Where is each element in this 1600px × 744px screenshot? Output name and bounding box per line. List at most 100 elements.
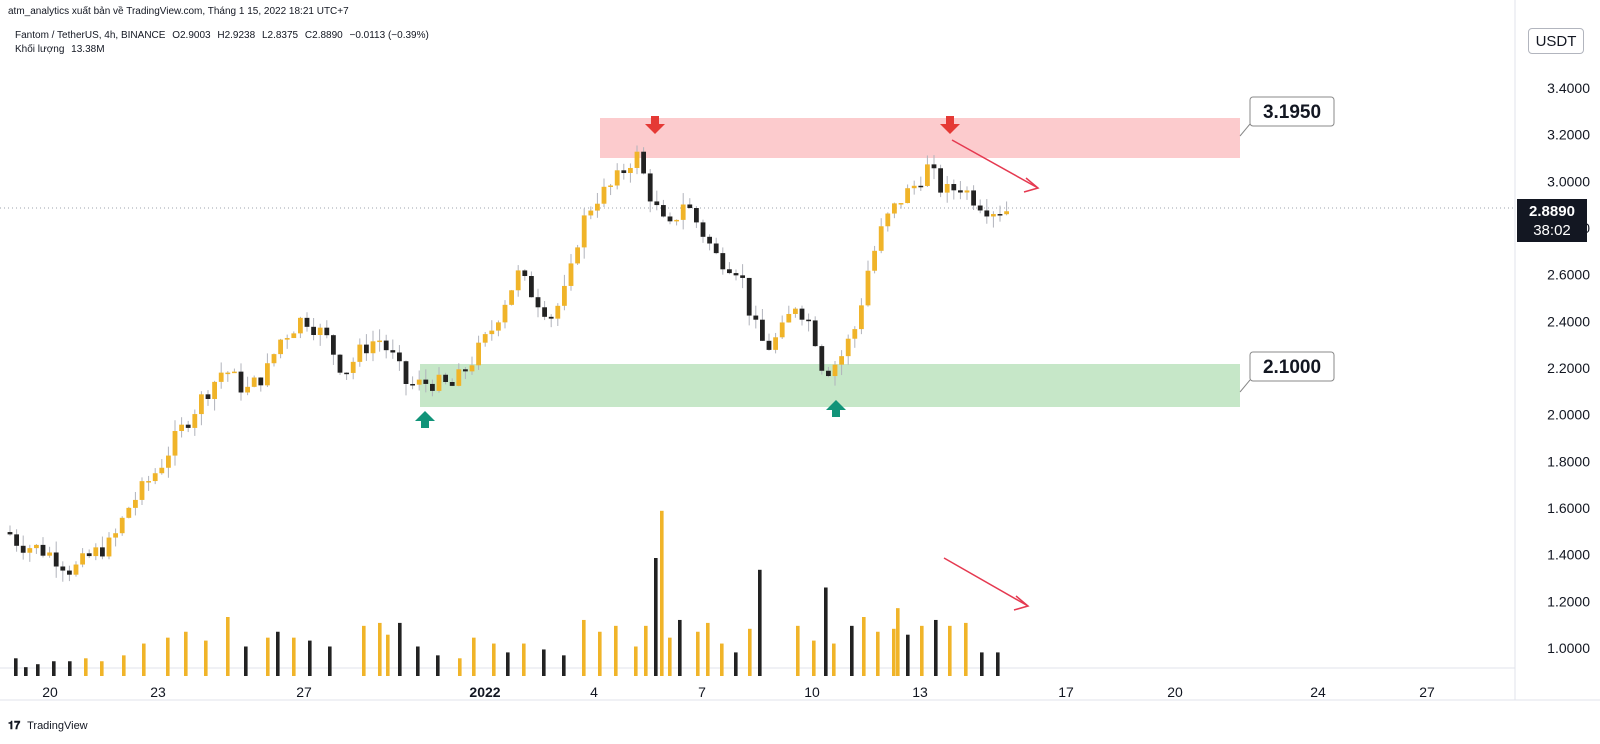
down-marker-2[interactable] [940,116,960,134]
volume-bar [920,625,924,676]
currency-button[interactable]: USDT [1528,28,1584,54]
candle-body [812,320,818,347]
resistance-zone[interactable] [600,118,1240,158]
volume-bar [386,634,390,676]
price-tick-label: 3.2000 [1547,127,1590,143]
candle-body [93,547,99,557]
candles-group [7,145,1009,582]
volume-bar [748,628,752,676]
candle-body [548,316,554,319]
candle-body [522,270,528,277]
candle-body [720,253,726,270]
price-tick-label: 2.2000 [1547,360,1590,376]
volume-bar [36,664,40,676]
volume-bar [660,510,664,676]
candle-body [680,204,686,220]
candle-body [581,215,587,248]
support-callout[interactable]: 2.1000 [1239,351,1335,393]
candle-body [1004,211,1009,215]
volume-bar [84,658,88,676]
candle-body [661,205,666,217]
trend-arrow-volume[interactable] [943,557,1030,611]
resistance-callout[interactable]: 3.1950 [1239,96,1335,137]
candle-body [727,269,732,274]
candle-body [443,374,448,383]
candle-body [106,537,112,557]
candle-body [159,467,165,474]
candle-body [377,340,382,343]
volume-bar [184,631,188,676]
candle-body [80,553,85,565]
candle-body [562,285,567,306]
candle-body [86,553,92,557]
candle-body [20,545,26,553]
candle-body [337,354,343,373]
volume-bar [266,637,270,676]
time-tick-label: 13 [912,684,928,700]
volume-bar [398,622,402,676]
candle-body [205,394,211,399]
candle-body [192,414,198,428]
candle-body [482,334,488,343]
candle-body [185,424,191,428]
candle-body [331,335,336,355]
time-tick-label: 27 [1419,684,1435,700]
candle-body [925,164,930,186]
volume-bar [276,631,280,676]
candle-body [383,340,389,351]
candle-body [225,372,231,375]
candle-body [298,317,303,334]
candle-body [878,226,884,251]
candle-body [416,379,422,385]
price-tick-label: 2.4000 [1547,313,1590,329]
candle-body [317,327,323,336]
price-tick-label: 3.4000 [1547,80,1590,96]
volume-bar [850,625,854,676]
candle-body [839,356,844,365]
candle-body [773,337,778,350]
volume-bar [244,646,248,676]
time-tick-label: 23 [150,684,166,700]
up-marker-2[interactable] [826,400,846,417]
volume-bars-group [14,510,1000,676]
volume-bar [562,655,566,676]
candle-body [991,214,996,217]
trend-arrow-price[interactable] [951,139,1040,193]
candle-body [753,315,759,320]
time-axis[interactable]: 20 23 27 2022 4 7 10 13 17 20 24 27 [42,684,1435,700]
volume-bar [226,617,230,676]
ohlc-close: C2.8890 [304,30,343,41]
volume-bar [706,622,710,676]
time-tick-label: 4 [590,684,598,700]
symbol-legend[interactable]: Fantom / TetherUS, 4h, BINANCE O2.9003 H… [15,30,433,41]
volume-bar [598,631,602,676]
down-marker-1[interactable] [645,116,665,134]
tradingview-brand[interactable]: 𝟏𝟕 TradingView [8,720,88,733]
candle-body [674,219,679,222]
price-tick-label: 1.0000 [1547,640,1590,656]
candle-body [634,151,640,168]
volume-bar [416,646,420,676]
ohlc-low: L2.8375 [261,30,299,41]
candle-body [403,361,409,384]
volume-bar [668,637,672,676]
candle-body [284,338,290,340]
price-tick-label: 1.8000 [1547,453,1590,469]
price-axis[interactable]: 3.40003.20003.00002.80002.60002.40002.20… [1547,80,1590,656]
candle-body [977,205,983,211]
candle-body [826,370,831,377]
volume-bar [964,622,968,676]
volume-bar [542,649,546,676]
candle-body [865,270,871,306]
candle-body [344,372,349,375]
current-price-value: 2.8890 [1529,203,1575,220]
candle-body [700,222,706,237]
candle-body [251,377,257,387]
candle-body [502,304,508,323]
candle-body [146,481,151,483]
support-zone[interactable] [420,364,1240,407]
candle-body [469,365,475,372]
volume-legend[interactable]: Khối lượng 13.38M [15,44,109,55]
up-marker-1[interactable] [415,411,435,428]
